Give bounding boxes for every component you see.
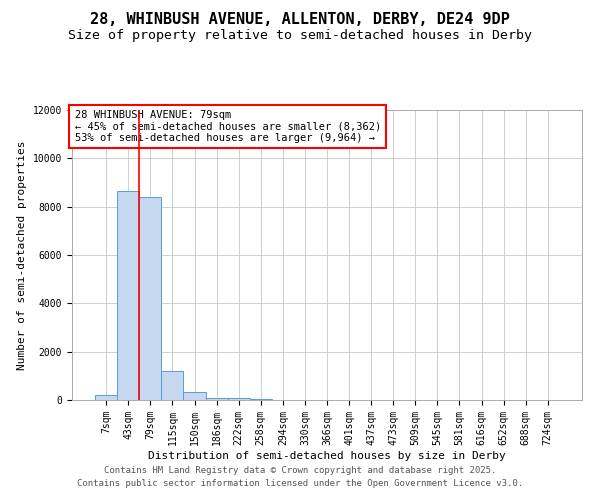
Bar [184,392,206,400]
Text: Size of property relative to semi-detached houses in Derby: Size of property relative to semi-detach… [68,29,532,42]
X-axis label: Distribution of semi-detached houses by size in Derby: Distribution of semi-detached houses by … [148,450,506,460]
Bar [161,371,184,400]
Bar [250,399,272,400]
Text: 28 WHINBUSH AVENUE: 79sqm
← 45% of semi-detached houses are smaller (8,362)
53% : 28 WHINBUSH AVENUE: 79sqm ← 45% of semi-… [74,110,381,143]
Bar [227,398,250,400]
Text: 28, WHINBUSH AVENUE, ALLENTON, DERBY, DE24 9DP: 28, WHINBUSH AVENUE, ALLENTON, DERBY, DE… [90,12,510,28]
Bar [117,191,139,400]
Bar [206,398,227,400]
Bar [139,197,161,400]
Text: Contains HM Land Registry data © Crown copyright and database right 2025.
Contai: Contains HM Land Registry data © Crown c… [77,466,523,487]
Y-axis label: Number of semi-detached properties: Number of semi-detached properties [17,140,28,370]
Bar [95,395,117,400]
